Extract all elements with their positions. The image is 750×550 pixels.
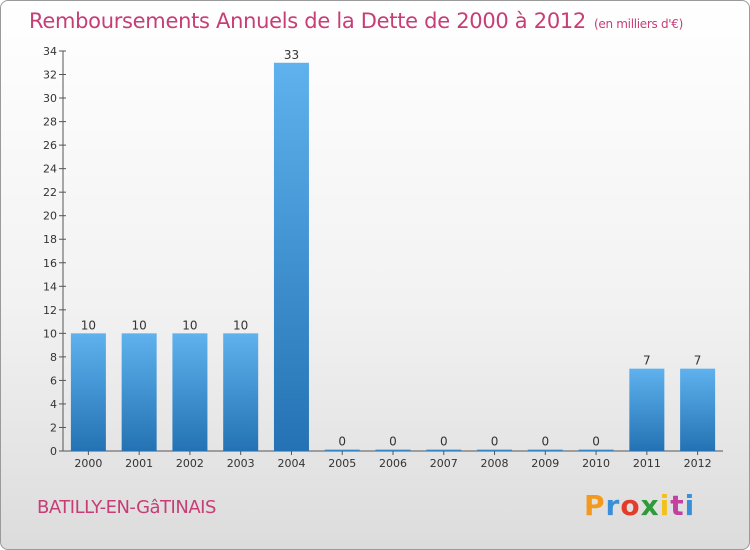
value-label-2009: 0 (541, 435, 549, 449)
value-label-2011: 7 (643, 354, 651, 368)
bar-2002 (172, 333, 208, 451)
y-tick-label: 12 (43, 304, 57, 317)
x-tick-label-2004: 2004 (277, 457, 305, 470)
bar-2000 (70, 333, 106, 451)
value-label-2012: 7 (694, 354, 702, 368)
y-tick-label: 2 (50, 421, 57, 434)
x-tick-label-2011: 2011 (633, 457, 661, 470)
x-tick-label-2012: 2012 (684, 457, 712, 470)
bar-2007 (426, 449, 462, 451)
y-tick-label: 14 (43, 280, 57, 293)
bar-2005 (324, 449, 360, 451)
y-tick-label: 0 (50, 445, 57, 458)
bar-2012 (680, 368, 716, 451)
x-tick-label-2007: 2007 (430, 457, 458, 470)
value-label-2008: 0 (491, 435, 499, 449)
x-tick-label-2008: 2008 (481, 457, 509, 470)
y-tick-label: 28 (43, 116, 57, 129)
y-tick-label: 22 (43, 186, 57, 199)
logo-letter: i (659, 489, 671, 522)
x-tick-label-2000: 2000 (74, 457, 102, 470)
logo-letter: r (605, 489, 621, 522)
y-tick-label: 4 (50, 398, 57, 411)
title-text: Remboursements Annuels de la Dette de 20… (29, 9, 586, 33)
bar-2004 (273, 62, 309, 451)
x-tick-label-2010: 2010 (582, 457, 610, 470)
y-tick-label: 10 (43, 327, 57, 340)
commune-name: BATILLY-EN-GâTINAIS (37, 497, 216, 518)
x-tick-label-2006: 2006 (379, 457, 407, 470)
logo-letter: o (620, 489, 641, 522)
value-label-2005: 0 (338, 435, 346, 449)
y-tick-label: 18 (43, 233, 57, 246)
value-label-2002: 10 (182, 318, 197, 332)
chart-title: Remboursements Annuels de la Dette de 20… (29, 9, 683, 33)
bar-2011 (629, 368, 665, 451)
logo-letter: x (640, 489, 660, 522)
value-label-2006: 0 (389, 435, 397, 449)
bar-2010 (578, 449, 614, 451)
logo-letter: P (584, 489, 606, 522)
value-label-2003: 10 (233, 318, 248, 332)
y-tick-label: 32 (43, 69, 57, 82)
bar-2008 (477, 449, 513, 451)
x-tick-label-2001: 2001 (125, 457, 153, 470)
y-tick-label: 24 (43, 163, 57, 176)
value-label-2001: 10 (132, 318, 147, 332)
y-tick-label: 30 (43, 92, 57, 105)
bar-2006 (375, 449, 411, 451)
logo-letter: t (670, 489, 685, 522)
bar-2001 (121, 333, 157, 451)
x-tick-label-2005: 2005 (328, 457, 356, 470)
y-tick-label: 26 (43, 139, 57, 152)
value-label-2004: 33 (284, 48, 299, 62)
bar-2003 (223, 333, 259, 451)
value-label-2000: 10 (81, 318, 96, 332)
y-tick-label: 6 (50, 374, 57, 387)
proxiti-logo: Proxiti (584, 489, 695, 522)
y-tick-label: 34 (43, 45, 57, 58)
y-tick-label: 8 (50, 351, 57, 364)
y-tick-label: 20 (43, 210, 57, 223)
x-tick-label-2009: 2009 (531, 457, 559, 470)
logo-letter: i (684, 489, 696, 522)
unit-label: (en milliers d'€) (594, 17, 684, 31)
x-tick-label-2003: 2003 (227, 457, 255, 470)
bar-2009 (527, 449, 563, 451)
y-tick-label: 16 (43, 257, 57, 270)
value-label-2010: 0 (592, 435, 600, 449)
value-label-2007: 0 (440, 435, 448, 449)
x-tick-label-2002: 2002 (176, 457, 204, 470)
